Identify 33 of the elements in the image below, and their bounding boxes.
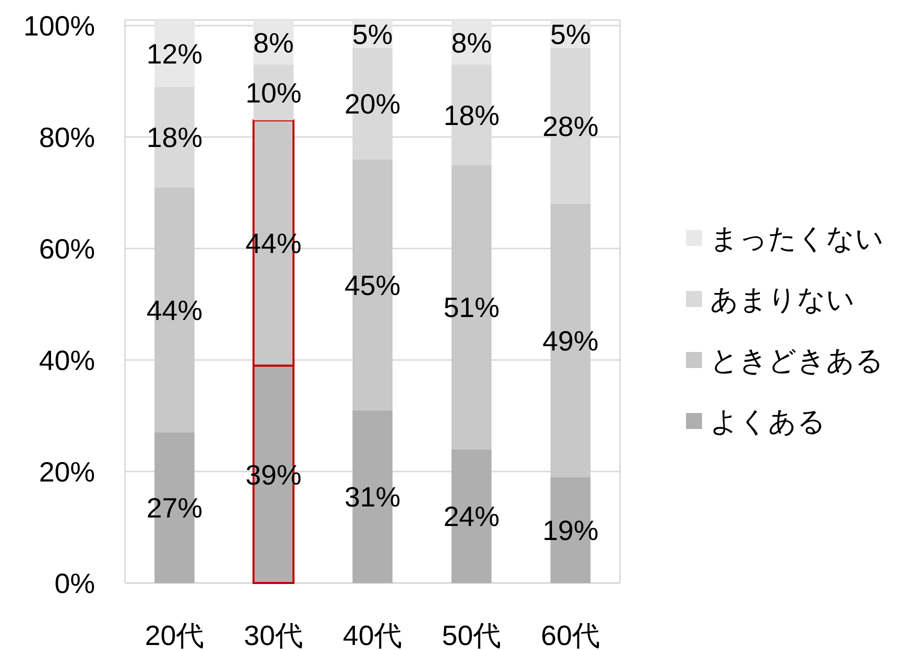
y-tick-label: 100% [23,10,95,42]
text: 18% [443,100,500,131]
text: 44% [146,294,203,326]
y-tick-label: 60% [38,234,95,265]
text: 49% [542,326,599,357]
x-tick-label: 40代 [342,620,402,650]
text: 12% [146,38,203,70]
text: 45% [344,270,401,301]
text: 5% [352,18,393,50]
y-tick-label: 0% [54,568,95,599]
text: 18% [146,122,203,154]
legend-label: よくある [710,406,826,437]
legend-label: まったくない [710,223,884,254]
y-tick-label: 20% [38,456,95,488]
y-tick-label: 80% [38,122,95,154]
text: 27% [146,492,203,524]
x-tick-label: 60代 [540,620,600,650]
legend-label: あまりない [710,284,855,315]
x-tick-label: 30代 [244,620,304,650]
text: 10% [245,77,302,108]
text: 19% [542,515,599,546]
x-tick-label: 50代 [442,620,502,650]
text: 31% [344,482,401,513]
text: 20% [344,88,401,120]
text: 51% [443,292,500,324]
text: 8% [253,27,294,58]
text: 28% [542,110,599,142]
text: 5% [550,18,591,50]
text: 24% [443,501,500,532]
text: 8% [451,27,492,58]
y-tick-label: 40% [38,345,95,376]
legend-label: ときどきある [710,345,884,376]
x-tick-label: 20代 [144,620,204,650]
